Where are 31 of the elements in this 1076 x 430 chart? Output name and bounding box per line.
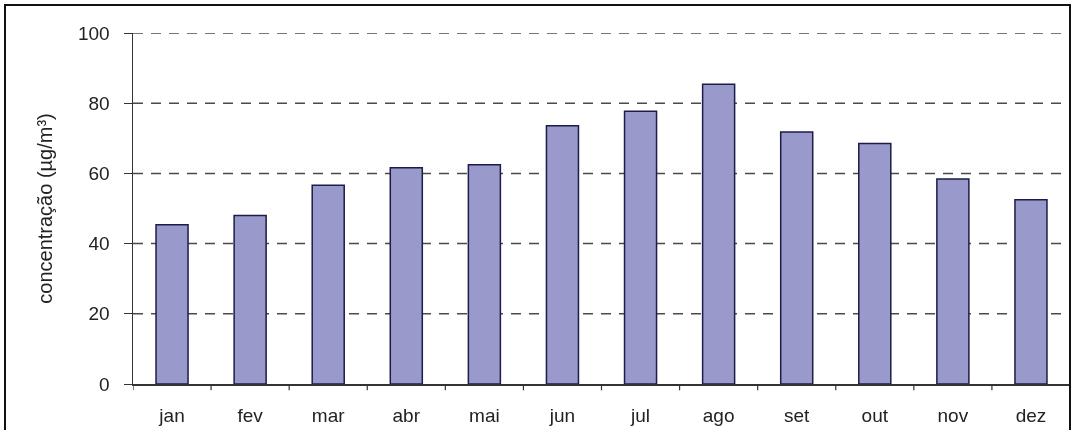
y-tick-label: 100 [78, 22, 110, 44]
x-tick-label: ago [702, 405, 735, 427]
y-tick-label: 80 [88, 92, 110, 114]
y-tick-label: 60 [88, 163, 110, 185]
bar [467, 163, 502, 384]
y-axis-title: concentração (µg/m³) [33, 113, 56, 304]
bar [1014, 198, 1048, 384]
x-tick-label: set [784, 405, 811, 427]
x-tick-label: dez [1015, 405, 1047, 427]
bar [233, 214, 267, 384]
bar [701, 83, 736, 384]
x-tick-label: out [861, 405, 889, 427]
bar [936, 178, 970, 384]
bar [623, 110, 658, 384]
bar [858, 142, 892, 384]
x-tick-label: jul [630, 405, 651, 427]
y-tick-label: 40 [88, 233, 110, 255]
y-tick-label: 0 [99, 373, 110, 395]
bar [779, 131, 814, 384]
x-tick-label: abr [392, 405, 421, 427]
x-tick-label: jan [158, 405, 185, 427]
bar [545, 124, 580, 384]
y-tick-label: 20 [88, 303, 110, 325]
bar [155, 223, 189, 384]
x-tick-label: fev [237, 405, 264, 427]
x-tick-label: mai [469, 405, 500, 427]
bar [311, 184, 345, 384]
x-tick-label: nov [937, 405, 969, 427]
x-tick-label: mar [311, 405, 346, 427]
bar [389, 167, 424, 384]
x-tick-label: jun [548, 405, 576, 427]
